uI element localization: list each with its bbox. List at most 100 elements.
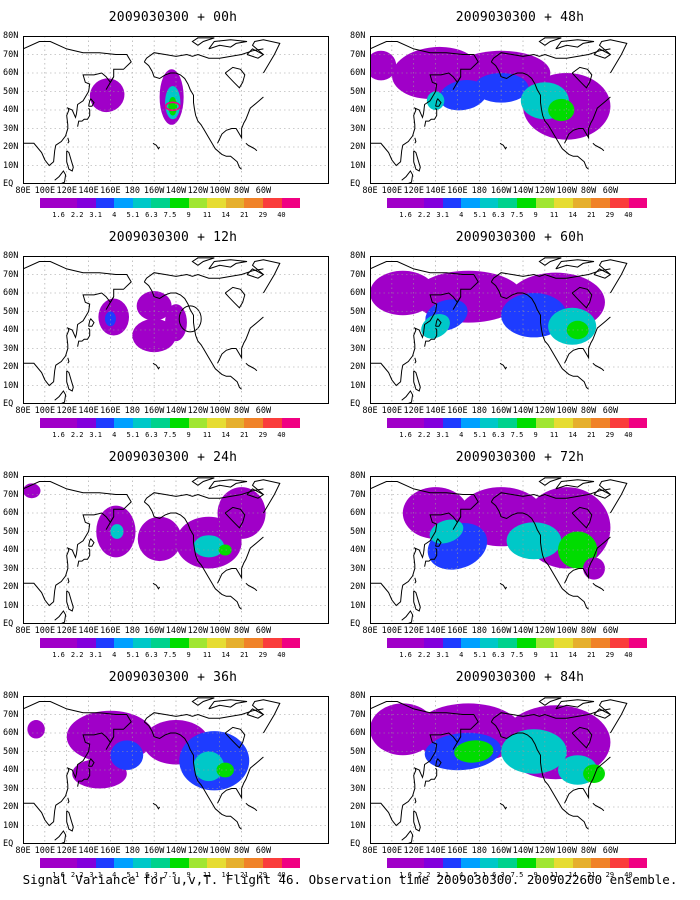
colorbar-swatch — [188, 858, 208, 868]
latitude-label: 20N — [350, 802, 366, 812]
colorbar-swatch — [188, 418, 208, 428]
colorbar-swatch — [40, 418, 59, 428]
coastline — [67, 357, 70, 364]
latitude-label: 40N — [3, 105, 19, 115]
colorbar-swatch — [609, 198, 629, 208]
latitude-label: 20N — [3, 802, 19, 812]
coastline — [592, 362, 605, 372]
colorbar-label: 14 — [568, 651, 577, 659]
latitude-label: 80N — [3, 251, 19, 261]
colorbar-swatch — [479, 198, 499, 208]
coastline — [191, 477, 215, 486]
coastline — [490, 48, 611, 63]
coastline — [66, 150, 74, 172]
coastline — [424, 547, 438, 567]
coastline — [413, 590, 421, 612]
colorbar-label: 29 — [605, 211, 615, 219]
coastline — [251, 39, 281, 74]
colorbar-label: 6.3 — [145, 651, 158, 659]
panel-title: 2009030300 + 36h — [108, 670, 238, 685]
colorbar-swatch — [207, 418, 226, 428]
colorbar-swatch — [188, 198, 208, 208]
coastline — [592, 582, 605, 592]
colorbar-label: 1.6 — [399, 431, 412, 439]
latitude-label: EQ — [3, 179, 14, 189]
colorbar-label: 11 — [549, 871, 559, 879]
longitude-label: 60W — [255, 626, 272, 636]
colorbar-label: 2.2 — [417, 871, 431, 879]
colorbar-swatch — [554, 198, 573, 208]
map-panel-48h: 2009030300 + 48h 80N 70N 60N 50N 40N 30N 20N 10N… — [350, 2, 690, 224]
longitude-label: 100E — [34, 626, 56, 636]
colorbar-swatch — [58, 418, 78, 428]
latitude-label: 70N — [3, 489, 19, 500]
coastline — [564, 756, 611, 804]
colorbar-swatch — [207, 198, 226, 208]
longitude-label: 180 — [124, 626, 140, 636]
coastline — [191, 37, 215, 46]
latitude-label: 70N — [350, 49, 366, 60]
colorbar-swatch — [461, 418, 480, 428]
longitude-label: 80W — [580, 846, 597, 856]
latitude-label: EQ — [350, 839, 361, 849]
panel-title: 2009030300 + 00h — [108, 10, 238, 25]
colorbar-swatch — [572, 858, 592, 868]
coastline — [105, 516, 115, 530]
longitude-label: 100W — [556, 186, 577, 196]
colorbar-swatch — [40, 198, 59, 208]
colorbar-swatch — [535, 858, 555, 868]
colorbar-swatch — [498, 858, 518, 868]
coastline — [414, 797, 417, 804]
coastline — [208, 39, 248, 50]
coastline — [452, 736, 462, 750]
coastline — [88, 758, 95, 767]
longitude-label: 60W — [255, 406, 272, 416]
coastline — [224, 66, 246, 89]
coastline — [571, 66, 593, 89]
colorbar-swatch — [151, 198, 171, 208]
colorbar-label: 9 — [533, 211, 538, 219]
longitude-label: 100E — [381, 406, 403, 416]
variance-map — [370, 36, 676, 184]
colorbar-label: 40 — [277, 211, 286, 219]
coastline — [23, 41, 132, 167]
colorbar-swatch — [628, 858, 648, 868]
colorbar-label: 6.3 — [145, 211, 158, 219]
colorbar-swatch — [207, 858, 226, 868]
longitude-label: 80E — [15, 846, 31, 856]
coastline — [23, 701, 132, 827]
coastline — [538, 37, 562, 46]
colorbar-label: 14 — [568, 871, 577, 879]
longitude-label: 80E — [362, 626, 378, 636]
latitude-label: 50N — [3, 746, 19, 757]
longitude-label: 60W — [602, 406, 619, 416]
colorbar-swatch — [170, 418, 189, 428]
latitude-label: 80N — [350, 251, 366, 261]
coastline — [598, 259, 628, 294]
colorbar-label: 7.5 — [510, 431, 524, 439]
colorbar-label: 1.6 — [399, 651, 412, 659]
longitude-label: 160E — [100, 406, 121, 416]
variance-area — [548, 98, 575, 122]
longitude-label: 140W — [165, 186, 187, 196]
latitude-label: 10N — [350, 160, 366, 171]
colorbar-swatch — [517, 198, 536, 208]
latitude-label: 40N — [350, 765, 366, 775]
coastline — [105, 736, 115, 750]
coastline — [593, 488, 612, 499]
longitude-label: 80E — [362, 406, 378, 416]
longitude-label: 160E — [447, 626, 468, 636]
coastline — [571, 286, 593, 309]
latitude-label: 60N — [3, 728, 19, 738]
colorbar-label: 11 — [202, 211, 212, 219]
longitude-label: 100W — [556, 846, 577, 856]
variance-map — [23, 36, 329, 184]
colorbar — [40, 198, 301, 208]
longitude-label: 60W — [602, 186, 619, 196]
colorbar-swatch — [40, 638, 59, 648]
longitude-label: 140W — [512, 846, 534, 856]
longitude-label: 120W — [187, 186, 209, 196]
longitude-label: 60W — [255, 186, 272, 196]
latitude-label: 40N — [3, 545, 19, 555]
colorbar-swatch — [591, 418, 610, 428]
